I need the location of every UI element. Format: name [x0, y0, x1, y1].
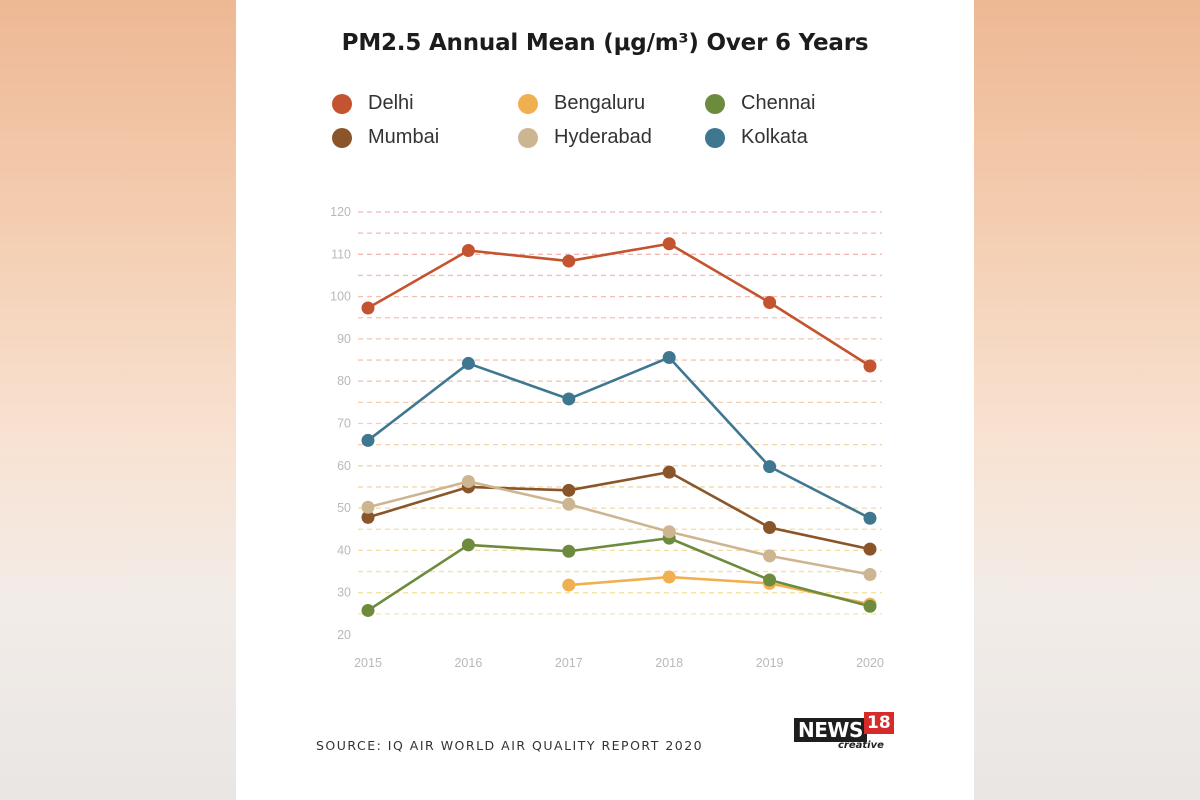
- legend-swatch: [705, 127, 725, 148]
- infographic-card: PM2.5 Annual Mean (μg/m³) Over 6 Years D…: [236, 0, 974, 800]
- legend-swatch: [518, 127, 538, 148]
- data-point-mumbai: [763, 521, 777, 535]
- data-point-hyderabad: [863, 568, 877, 582]
- series-line-kolkata: [367, 356, 871, 520]
- y-tick-label: 90: [337, 332, 351, 346]
- background-left: [0, 0, 236, 800]
- data-point-mumbai: [863, 542, 877, 556]
- data-point-kolkata: [662, 351, 676, 365]
- y-tick-label: 40: [337, 543, 351, 557]
- data-point-hyderabad: [562, 497, 576, 511]
- data-point-kolkata: [461, 356, 475, 370]
- legend-item-mumbai: Mumbai: [332, 126, 439, 149]
- logo-brand: NEWS: [794, 718, 867, 742]
- background-right: [974, 0, 1200, 800]
- source-note: SOURCE: IQ AIR WORLD AIR QUALITY REPORT …: [316, 738, 704, 753]
- news18-logo: NEWS 18 creative: [794, 710, 894, 751]
- series-line-hyderabad: [367, 480, 871, 576]
- data-point-chennai: [763, 573, 777, 587]
- data-point-bengaluru: [662, 570, 676, 584]
- data-point-mumbai: [662, 465, 676, 479]
- data-point-delhi: [461, 243, 475, 257]
- y-tick-label: 80: [337, 374, 351, 388]
- legend-item-chennai: Chennai: [705, 92, 816, 115]
- data-point-chennai: [863, 599, 877, 613]
- y-tick-label: 110: [331, 247, 351, 261]
- y-tick-label: 120: [330, 205, 351, 219]
- data-point-delhi: [863, 359, 877, 373]
- data-point-delhi: [562, 254, 576, 268]
- y-tick-label: 50: [337, 501, 351, 515]
- data-point-hyderabad: [461, 474, 475, 488]
- legend: Delhi Bengaluru Chennai Mumbai Hyderabad Kolk…: [332, 90, 932, 160]
- legend-swatch: [705, 93, 725, 114]
- y-tick-label: 20: [337, 628, 351, 642]
- legend-label: Mumbai: [368, 126, 440, 148]
- data-point-bengaluru: [562, 578, 576, 592]
- x-tick-label: 2017: [555, 656, 583, 670]
- data-point-kolkata: [763, 460, 777, 474]
- legend-label: Bengaluru: [554, 92, 646, 114]
- data-point-chennai: [461, 538, 475, 552]
- data-point-kolkata: [361, 433, 375, 447]
- logo-number: 18: [864, 712, 894, 734]
- data-point-delhi: [361, 301, 375, 315]
- legend-item-hyderabad: Hyderabad: [518, 126, 652, 149]
- data-point-hyderabad: [662, 525, 676, 539]
- legend-label: Hyderabad: [554, 126, 652, 148]
- legend-swatch: [332, 127, 352, 148]
- x-tick-label: 2016: [454, 656, 482, 670]
- x-tick-label: 2020: [856, 656, 884, 670]
- y-tick-label: 60: [337, 459, 351, 473]
- legend-swatch: [518, 93, 538, 114]
- line-chart: 20 30 40 50 60 70 80 90 100 110 120 2015 2016 2017 201…: [330, 205, 884, 670]
- data-point-kolkata: [562, 392, 576, 406]
- x-tick-label: 2018: [655, 656, 683, 670]
- legend-label: Chennai: [741, 92, 816, 114]
- data-point-mumbai: [562, 483, 576, 497]
- y-tick-label: 30: [337, 586, 351, 600]
- series-line-chennai: [367, 536, 871, 612]
- legend-label: Kolkata: [741, 126, 808, 148]
- chart-title: PM2.5 Annual Mean (μg/m³) Over 6 Years: [341, 30, 869, 56]
- series-line-bengaluru: [568, 575, 871, 606]
- series-line-delhi: [367, 242, 871, 368]
- y-tick-label: 70: [337, 417, 351, 431]
- data-point-kolkata: [863, 511, 877, 525]
- series-line-mumbai: [367, 470, 871, 551]
- legend-swatch: [332, 93, 352, 114]
- data-point-hyderabad: [763, 549, 777, 563]
- x-tick-label: 2019: [756, 656, 784, 670]
- logo-sub: creative: [838, 740, 884, 751]
- data-point-delhi: [662, 237, 676, 251]
- legend-item-delhi: Delhi: [332, 92, 414, 115]
- legend-item-bengaluru: Bengaluru: [518, 92, 645, 115]
- data-point-chennai: [361, 603, 375, 617]
- legend-label: Delhi: [368, 92, 414, 114]
- data-point-hyderabad: [361, 500, 375, 514]
- legend-item-kolkata: Kolkata: [705, 126, 808, 149]
- data-point-mumbai: [361, 510, 375, 524]
- data-point-delhi: [763, 296, 777, 310]
- x-tick-label: 2015: [354, 656, 382, 670]
- data-point-chennai: [562, 544, 576, 558]
- y-tick-label: 100: [330, 290, 351, 304]
